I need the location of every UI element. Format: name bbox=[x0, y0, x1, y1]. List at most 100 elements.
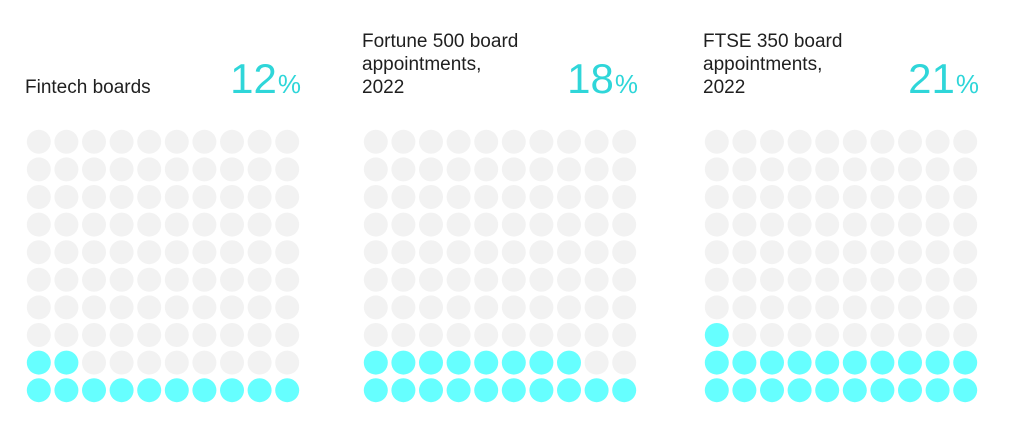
waffle-dot-empty bbox=[584, 267, 609, 292]
waffle-dot-empty bbox=[584, 129, 609, 154]
waffle-dot-empty bbox=[54, 240, 79, 265]
waffle-dot-empty bbox=[925, 267, 950, 292]
waffle-dot-empty bbox=[612, 240, 637, 265]
waffle-dot-empty bbox=[704, 212, 729, 237]
value-number: 12 bbox=[230, 55, 277, 102]
waffle-dot-empty bbox=[54, 323, 79, 347]
waffle-dot-empty bbox=[363, 295, 388, 320]
waffle-dot-empty bbox=[612, 267, 637, 292]
waffle-dot-empty bbox=[898, 212, 922, 237]
waffle-dot-empty bbox=[247, 157, 272, 182]
waffle-dot-empty bbox=[815, 157, 840, 182]
waffle-dot-empty bbox=[953, 295, 978, 320]
waffle-dot-empty bbox=[953, 157, 978, 182]
waffle-dot-empty bbox=[557, 267, 581, 292]
waffle-dot-empty bbox=[732, 185, 757, 209]
waffle-dot-empty bbox=[109, 323, 134, 347]
waffle-dot-filled bbox=[26, 378, 51, 403]
waffle-dot-empty bbox=[164, 157, 189, 182]
waffle-grid bbox=[363, 129, 637, 403]
waffle-dot-filled bbox=[704, 323, 729, 347]
waffle-dot-empty bbox=[82, 323, 106, 347]
waffle-dot-empty bbox=[842, 295, 867, 320]
waffle-dot-empty bbox=[870, 295, 895, 320]
waffle-dot-filled bbox=[164, 378, 189, 403]
waffle-dot-empty bbox=[474, 212, 499, 237]
waffle-dot-filled bbox=[704, 378, 729, 403]
waffle-dot-empty bbox=[925, 129, 950, 154]
waffle-dot-empty bbox=[192, 212, 217, 237]
waffle-dot-empty bbox=[842, 212, 867, 237]
waffle-dot-empty bbox=[109, 212, 134, 237]
waffle-dot-empty bbox=[54, 157, 79, 182]
waffle-dot-empty bbox=[474, 240, 499, 265]
waffle-dot-empty bbox=[220, 350, 244, 375]
waffle-dot-empty bbox=[54, 185, 79, 209]
waffle-dot-empty bbox=[898, 267, 922, 292]
waffle-dot-empty bbox=[925, 323, 950, 347]
waffle-dot-empty bbox=[953, 323, 978, 347]
waffle-dot-filled bbox=[760, 350, 784, 375]
waffle-dot-empty bbox=[363, 185, 388, 209]
waffle-dot-empty bbox=[220, 240, 244, 265]
waffle-dot-empty bbox=[137, 185, 162, 209]
waffle-dot-empty bbox=[137, 267, 162, 292]
waffle-dot-filled bbox=[870, 378, 895, 403]
waffle-dot-empty bbox=[220, 185, 244, 209]
waffle-dot-filled bbox=[898, 378, 922, 403]
waffle-dot-empty bbox=[26, 267, 51, 292]
waffle-dot-empty bbox=[529, 240, 554, 265]
waffle-dot-filled bbox=[815, 350, 840, 375]
waffle-dot-filled bbox=[787, 378, 812, 403]
waffle-dot-empty bbox=[760, 157, 784, 182]
waffle-dot-empty bbox=[842, 185, 867, 209]
waffle-dot-filled bbox=[192, 378, 217, 403]
waffle-dot-empty bbox=[787, 267, 812, 292]
waffle-dot-empty bbox=[391, 212, 416, 237]
waffle-dot-empty bbox=[787, 157, 812, 182]
waffle-dot-empty bbox=[815, 212, 840, 237]
waffle-dot-filled bbox=[870, 350, 895, 375]
value-number: 18 bbox=[567, 55, 614, 102]
waffle-dot-empty bbox=[612, 350, 637, 375]
waffle-dot-empty bbox=[54, 267, 79, 292]
waffle-dot-empty bbox=[612, 129, 637, 154]
waffle-dot-empty bbox=[704, 185, 729, 209]
waffle-dot-empty bbox=[419, 185, 443, 209]
waffle-dot-empty bbox=[584, 295, 609, 320]
waffle-dot-empty bbox=[192, 240, 217, 265]
waffle-dot-empty bbox=[870, 240, 895, 265]
waffle-dot-empty bbox=[82, 295, 106, 320]
waffle-dot-empty bbox=[760, 212, 784, 237]
waffle-dot-empty bbox=[870, 267, 895, 292]
waffle-dot-empty bbox=[787, 295, 812, 320]
waffle-dot-empty bbox=[192, 323, 217, 347]
waffle-dot-empty bbox=[26, 323, 51, 347]
waffle-dot-empty bbox=[529, 129, 554, 154]
waffle-dot-empty bbox=[815, 129, 840, 154]
waffle-dot-empty bbox=[192, 157, 217, 182]
waffle-dot-empty bbox=[925, 295, 950, 320]
waffle-dot-filled bbox=[842, 378, 867, 403]
waffle-dot-empty bbox=[446, 212, 471, 237]
panel-label: FTSE 350 board appointments, 2022 bbox=[703, 31, 843, 98]
waffle-dot-empty bbox=[584, 240, 609, 265]
waffle-dot-empty bbox=[247, 212, 272, 237]
waffle-dot-empty bbox=[220, 157, 244, 182]
waffle-dot-empty bbox=[842, 157, 867, 182]
waffle-dot-empty bbox=[192, 267, 217, 292]
waffle-dot-empty bbox=[419, 129, 443, 154]
waffle-dot-empty bbox=[732, 267, 757, 292]
waffle-dot-empty bbox=[898, 295, 922, 320]
waffle-dot-empty bbox=[26, 129, 51, 154]
waffle-dot-empty bbox=[26, 212, 51, 237]
waffle-dot-empty bbox=[247, 129, 272, 154]
waffle-dot-empty bbox=[760, 240, 784, 265]
waffle-dot-empty bbox=[275, 350, 300, 375]
waffle-dot-empty bbox=[137, 129, 162, 154]
waffle-dot-empty bbox=[247, 350, 272, 375]
waffle-dot-filled bbox=[247, 378, 272, 403]
waffle-dot-empty bbox=[275, 240, 300, 265]
waffle-dot-empty bbox=[391, 185, 416, 209]
waffle-dot-filled bbox=[363, 378, 388, 403]
